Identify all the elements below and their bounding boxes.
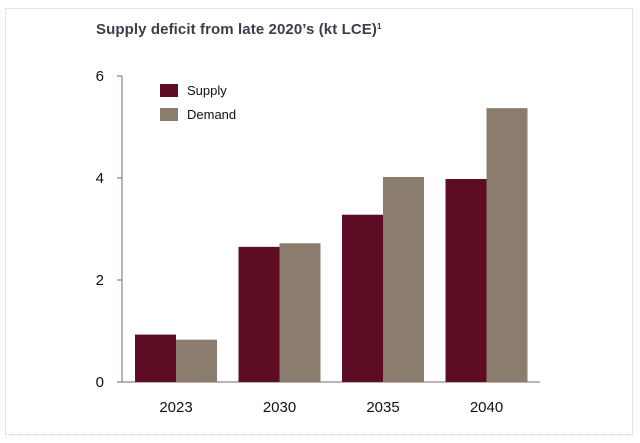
x-tick-label: 2023	[159, 399, 192, 416]
bar-demand-2035	[383, 176, 424, 382]
bar-demand-2023	[176, 339, 217, 382]
bar-supply-2023	[135, 334, 176, 382]
legend-swatch-demand	[160, 108, 178, 121]
x-tick-label: 2035	[366, 399, 399, 416]
x-tick-label: 2040	[470, 399, 503, 416]
chart-frame	[5, 8, 633, 435]
y-tick-labels: 0 2 4 6	[96, 68, 104, 391]
x-tick-labels: 2023 2030 2035 2040	[159, 399, 503, 416]
bar-supply-2040	[445, 179, 487, 382]
bar-supply-2035	[342, 214, 383, 382]
bar-demand-2030	[279, 243, 321, 382]
legend-label-demand: Demand	[187, 107, 236, 122]
y-tick-label: 4	[96, 170, 104, 187]
title-footnote: 1	[377, 22, 382, 31]
bar-supply-2030	[238, 246, 280, 382]
bar-demand-2040	[486, 108, 528, 382]
x-tick-label: 2030	[263, 399, 296, 416]
legend-label-supply: Supply	[187, 83, 227, 98]
bars	[135, 108, 528, 382]
chart-title: Supply deficit from late 2020’s (kt LCE)…	[96, 21, 382, 38]
legend-swatch-supply	[160, 84, 178, 97]
chart-title-text: Supply deficit from late 2020’s (kt LCE)	[96, 21, 378, 38]
y-tick-label: 2	[96, 272, 104, 289]
y-tick-label: 6	[96, 68, 104, 85]
y-tick-label: 0	[96, 374, 104, 391]
legend: Supply Demand	[160, 83, 236, 122]
